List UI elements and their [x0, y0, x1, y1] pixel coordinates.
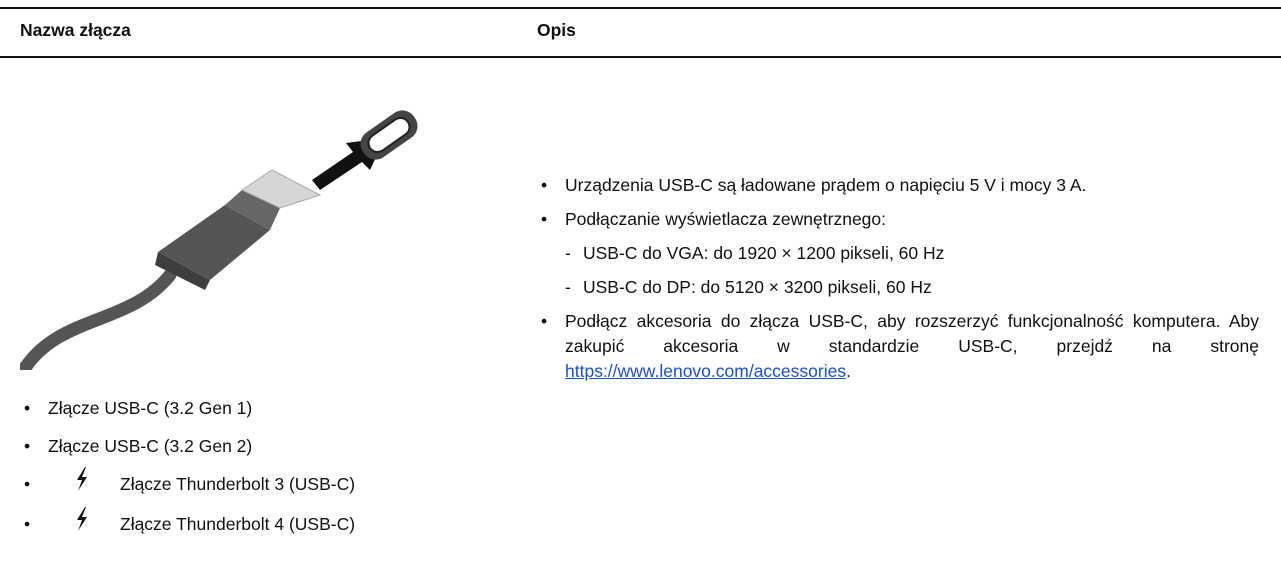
top-rule [0, 7, 1281, 9]
column-header: Opis [537, 20, 576, 40]
description-item: Podłącz akcesoria do złącza USB-C, aby r… [541, 309, 1259, 384]
thunderbolt-icon [77, 467, 87, 491]
connector-item: Złącze USB-C (3.2 Gen 1) [24, 396, 508, 434]
description-text: Podłączanie wyświetlacza zewnętrznego: [565, 209, 886, 229]
description-item: Urządzenia USB-C są ładowane prądem o na… [541, 173, 1259, 198]
sub-item: USB-C do VGA: do 1920 × 1200 pikseli, 60… [565, 241, 1259, 266]
description-list: Urządzenia USB-C są ładowane prądem o na… [541, 173, 1259, 393]
sub-list: USB-C do VGA: do 1920 × 1200 pikseli, 60… [565, 241, 1259, 300]
description-text: Podłącz akcesoria do złącza USB-C, aby r… [565, 311, 1259, 356]
connector-list: Złącze USB-C (3.2 Gen 1) Złącze USB-C (3… [24, 396, 508, 552]
connector-text: Złącze Thunderbolt 3 (USB-C) [120, 474, 356, 494]
header-rule [0, 56, 1281, 58]
punctuation: . [846, 361, 851, 381]
connector-item: Złącze Thunderbolt 3 (USB-C) [24, 467, 508, 512]
connector-item: Złącze Thunderbolt 4 (USB-C) [24, 507, 508, 552]
link[interactable]: https://www.lenovo.com/accessories [565, 361, 847, 381]
connector-item: Złącze USB-C (3.2 Gen 2) [24, 434, 508, 472]
column-header: Nazwa złącza [20, 20, 131, 40]
description-item: Podłączanie wyświetlacza zewnętrznego: U… [541, 207, 1259, 300]
thunderbolt-icon [77, 507, 87, 531]
sub-item: USB-C do DP: do 5120 × 3200 pikseli, 60 … [565, 275, 1259, 300]
connector-text: Złącze Thunderbolt 4 (USB-C) [120, 514, 356, 534]
usb-c-illustration [20, 110, 418, 370]
